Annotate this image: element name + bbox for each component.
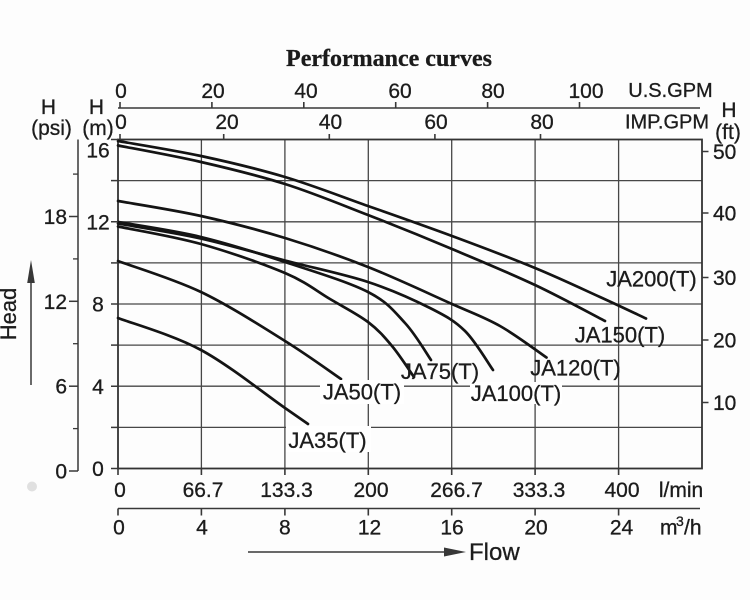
svg-text:100: 100 [568, 80, 603, 103]
svg-text:JA100(T): JA100(T) [471, 381, 561, 406]
svg-text:20: 20 [524, 517, 547, 540]
svg-text:JA50(T): JA50(T) [323, 380, 401, 405]
svg-text:12: 12 [358, 517, 381, 540]
svg-text:(ft): (ft) [715, 121, 741, 144]
svg-text:6: 6 [55, 376, 67, 399]
svg-text:20: 20 [215, 111, 238, 134]
svg-text:60: 60 [388, 80, 411, 103]
svg-text:4: 4 [196, 517, 208, 540]
svg-text:3: 3 [676, 513, 684, 529]
svg-text:0: 0 [92, 458, 104, 481]
svg-text:80: 80 [530, 111, 553, 134]
svg-text:0: 0 [115, 80, 127, 103]
svg-text:266.7: 266.7 [430, 479, 483, 502]
svg-text:24: 24 [610, 517, 634, 540]
svg-text:H: H [89, 96, 104, 119]
svg-text:80: 80 [481, 80, 504, 103]
svg-text:333.3: 333.3 [513, 479, 566, 502]
svg-text:JA35(T): JA35(T) [288, 428, 366, 453]
svg-text:8: 8 [279, 517, 291, 540]
svg-text:12: 12 [86, 211, 109, 234]
svg-text:/h: /h [684, 517, 702, 540]
svg-text:Performance curves: Performance curves [286, 46, 492, 72]
svg-text:16: 16 [86, 140, 109, 163]
svg-text:H: H [721, 99, 736, 122]
svg-text:JA75(T): JA75(T) [401, 359, 479, 384]
svg-text:200: 200 [353, 479, 388, 502]
svg-text:0: 0 [114, 479, 126, 502]
svg-text:16: 16 [440, 517, 463, 540]
svg-text:U.S.GPM: U.S.GPM [628, 80, 712, 102]
svg-text:JA120(T): JA120(T) [530, 356, 620, 381]
svg-text:H: H [41, 96, 56, 119]
svg-text:66.7: 66.7 [183, 479, 224, 502]
svg-text:133.3: 133.3 [260, 479, 313, 502]
svg-text:20: 20 [201, 80, 224, 103]
svg-text:40: 40 [294, 80, 317, 103]
svg-text:4: 4 [92, 376, 104, 399]
svg-text:8: 8 [92, 294, 104, 317]
svg-text:Flow: Flow [469, 539, 520, 566]
svg-text:JA200(T): JA200(T) [606, 267, 696, 292]
svg-text:40: 40 [713, 203, 736, 226]
svg-text:l/min: l/min [659, 479, 703, 502]
svg-text:50: 50 [713, 141, 736, 164]
svg-text:400: 400 [604, 479, 639, 502]
svg-text:30: 30 [713, 267, 736, 290]
svg-text:IMP.GPM: IMP.GPM [625, 112, 709, 134]
svg-text:0: 0 [113, 517, 125, 540]
svg-text:20: 20 [713, 330, 736, 353]
svg-text:12: 12 [44, 291, 67, 314]
svg-text:40: 40 [319, 111, 342, 134]
svg-text:(m): (m) [82, 117, 113, 140]
svg-text:0: 0 [55, 461, 67, 484]
svg-text:18: 18 [44, 206, 67, 229]
svg-text:m: m [660, 517, 678, 540]
svg-text:(psi): (psi) [31, 117, 72, 140]
svg-text:0: 0 [115, 111, 127, 134]
svg-text:60: 60 [424, 111, 447, 134]
svg-text:JA150(T): JA150(T) [575, 323, 665, 348]
svg-text:10: 10 [713, 392, 736, 415]
svg-text:Head: Head [0, 288, 21, 341]
